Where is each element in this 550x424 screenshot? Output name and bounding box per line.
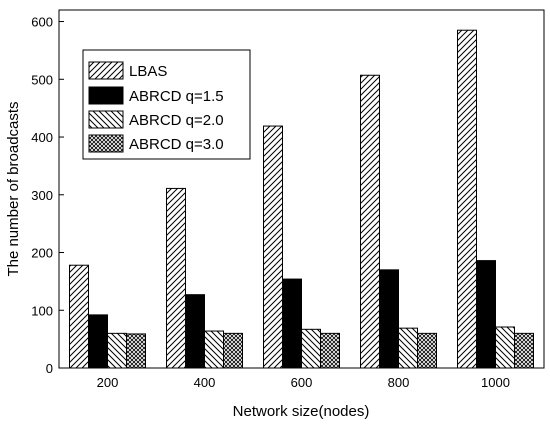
y-tick-label: 100: [31, 303, 53, 318]
bar-series3-400: [223, 332, 243, 369]
legend-swatch-q15: [88, 86, 124, 105]
bar-series0-800: [360, 74, 380, 369]
x-tick-label: 600: [291, 375, 313, 390]
bar-series1-800: [379, 269, 399, 369]
x-axis-ticks: 200 400 600 800 1000: [97, 363, 510, 390]
bar-series3-200: [126, 333, 146, 369]
x-axis-label: Network size(nodes): [233, 403, 370, 420]
bar-series2-600: [301, 328, 321, 369]
legend-label-q20: ABRCD q=2.0: [129, 112, 224, 129]
x-tick-label: 400: [194, 375, 216, 390]
bar-series2-400: [204, 330, 224, 369]
bar-series1-1000: [476, 260, 496, 369]
y-tick-label: 0: [46, 361, 53, 376]
y-axis-ticks: 0 100 200 300 400 500 600: [31, 15, 64, 376]
legend-swatch-q20: [88, 110, 124, 129]
bar-series0-600: [263, 125, 283, 369]
bar-series0-1000: [457, 29, 477, 369]
legend-label-lbas: LBAS: [129, 63, 167, 80]
legend-swatch-q30: [88, 134, 124, 153]
legend-label-q15: ABRCD q=1.5: [129, 88, 224, 105]
bar-series1-200: [88, 314, 108, 369]
bar-series0-200: [69, 264, 89, 369]
bar-series1-400: [185, 294, 205, 369]
y-axis-label: The number of broadcasts: [5, 101, 22, 276]
bar-series0-400: [166, 187, 186, 369]
y-tick-label: 500: [31, 72, 53, 87]
bar-series1-600: [282, 278, 302, 369]
legend-label-q30: ABRCD q=3.0: [129, 136, 224, 153]
x-tick-label: 1000: [481, 375, 510, 390]
y-tick-label: 400: [31, 130, 53, 145]
bars-group: [69, 29, 534, 369]
bar-series2-200: [107, 332, 127, 369]
x-tick-label: 200: [97, 375, 119, 390]
bar-series3-1000: [514, 332, 534, 369]
bar-series2-1000: [495, 326, 515, 369]
y-tick-label: 600: [31, 15, 53, 30]
legend-swatch-lbas: [88, 61, 124, 80]
legend: LBAS ABRCD q=1.5 ABRCD q=2.0 ABRCD q=3.0: [82, 49, 251, 160]
y-tick-label: 300: [31, 188, 53, 203]
bar-series3-800: [417, 332, 437, 369]
x-tick-label: 800: [388, 375, 410, 390]
y-tick-label: 200: [31, 246, 53, 261]
bar-series2-800: [398, 327, 418, 369]
bar-series3-600: [320, 332, 340, 369]
